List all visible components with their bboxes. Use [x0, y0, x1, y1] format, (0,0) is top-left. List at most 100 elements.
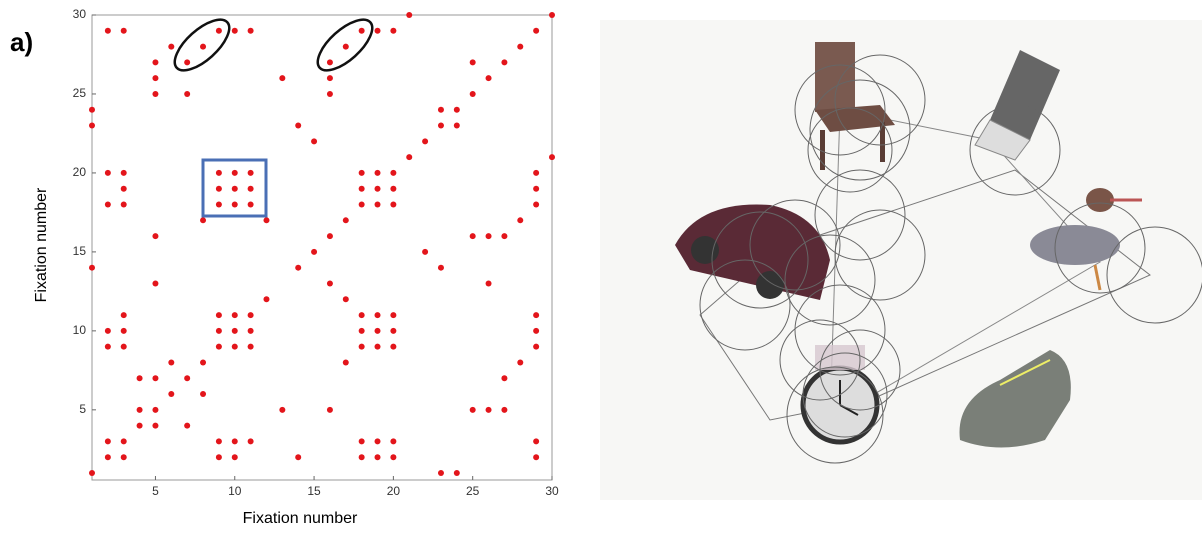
point — [390, 201, 397, 208]
point — [89, 264, 95, 271]
point — [374, 343, 381, 350]
phone — [974, 50, 1060, 161]
point — [136, 422, 143, 429]
point — [501, 406, 508, 413]
point — [358, 185, 365, 192]
point — [342, 217, 349, 224]
y-tick-label: 10 — [73, 323, 87, 337]
point — [342, 359, 349, 366]
point — [215, 185, 222, 192]
point — [136, 375, 143, 382]
point — [533, 201, 540, 208]
point — [422, 248, 429, 255]
point — [104, 343, 111, 350]
point — [279, 406, 286, 413]
point — [326, 280, 333, 287]
highlight-ellipse — [316, 18, 374, 72]
x-axis-title: Fixation number — [243, 510, 358, 527]
point — [501, 375, 508, 382]
point — [485, 233, 492, 240]
point — [247, 185, 254, 192]
point — [247, 438, 254, 445]
point — [390, 185, 397, 192]
point — [326, 90, 333, 97]
y-tick-label: 25 — [73, 86, 87, 100]
point — [533, 343, 540, 350]
x-tick-label: 10 — [228, 484, 242, 498]
point — [184, 375, 191, 382]
point — [358, 27, 365, 34]
point — [200, 391, 207, 398]
point — [358, 312, 365, 319]
y-tick-label: 15 — [73, 244, 87, 258]
point — [247, 27, 254, 34]
point — [168, 43, 175, 50]
point — [279, 75, 286, 82]
point — [120, 454, 127, 461]
point — [104, 454, 111, 461]
point — [485, 406, 492, 413]
y-tick-label: 30 — [73, 7, 87, 21]
point — [89, 106, 95, 113]
point — [215, 312, 222, 319]
point — [390, 454, 397, 461]
point — [374, 185, 381, 192]
point — [231, 312, 238, 319]
point — [152, 375, 159, 382]
y-tick-label: 20 — [73, 165, 87, 179]
point — [517, 217, 524, 224]
point — [374, 438, 381, 445]
point — [358, 201, 365, 208]
point — [469, 59, 476, 66]
point — [263, 217, 270, 224]
point — [549, 154, 555, 161]
point — [104, 438, 111, 445]
point — [437, 122, 444, 129]
point — [342, 43, 349, 50]
point — [120, 185, 127, 192]
point — [152, 280, 159, 287]
point — [104, 169, 111, 176]
plot-frame — [91, 14, 553, 481]
point — [231, 201, 238, 208]
point — [184, 90, 191, 97]
point — [358, 343, 365, 350]
point — [200, 359, 207, 366]
point — [200, 43, 207, 50]
x-tick-label: 25 — [466, 484, 480, 498]
point — [231, 169, 238, 176]
point — [469, 90, 476, 97]
point — [326, 59, 333, 66]
point — [390, 312, 397, 319]
point — [517, 359, 524, 366]
point — [247, 201, 254, 208]
point — [469, 406, 476, 413]
point — [104, 327, 111, 334]
point — [358, 454, 365, 461]
point — [247, 327, 254, 334]
point — [437, 264, 444, 271]
x-tick-label: 5 — [152, 484, 159, 498]
point — [295, 264, 302, 271]
point — [89, 470, 95, 476]
point — [231, 438, 238, 445]
point — [247, 343, 254, 350]
point — [374, 201, 381, 208]
point — [422, 138, 429, 145]
point — [215, 343, 222, 350]
point — [120, 438, 127, 445]
point — [200, 217, 207, 224]
fixation-circles — [699, 54, 1202, 464]
point — [374, 169, 381, 176]
point — [104, 27, 111, 34]
point — [152, 233, 159, 240]
point — [120, 312, 127, 319]
point — [168, 391, 175, 398]
point — [295, 122, 302, 129]
point — [533, 438, 540, 445]
point — [263, 296, 270, 303]
point — [136, 406, 143, 413]
point — [374, 454, 381, 461]
point — [390, 27, 397, 34]
point — [104, 201, 111, 208]
